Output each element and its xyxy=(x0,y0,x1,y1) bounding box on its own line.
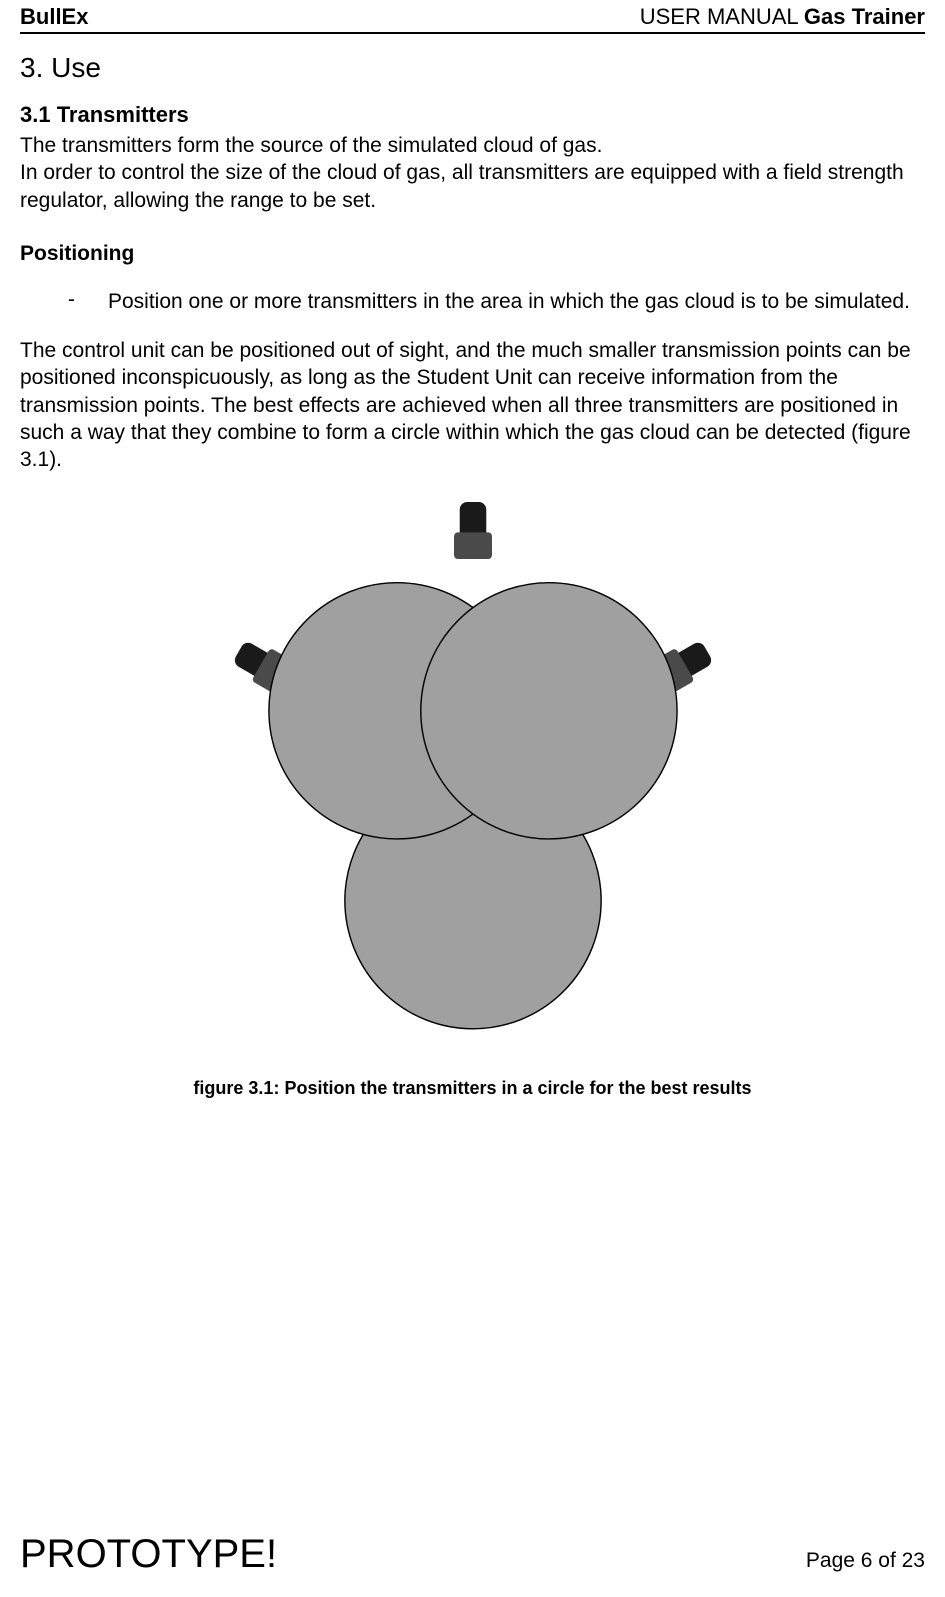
figure-container: figure 3.1: Position the transmitters in… xyxy=(20,502,925,1099)
bullet-text: Position one or more transmitters in the… xyxy=(108,288,910,315)
page-footer: PROTOTYPE! Page 6 of 23 xyxy=(20,1532,925,1577)
paragraph-1: The transmitters form the source of the … xyxy=(20,132,925,159)
bullet-dash: - xyxy=(68,288,108,315)
positioning-paragraph: The control unit can be positioned out o… xyxy=(20,337,925,473)
transmitter-top-icon xyxy=(454,502,492,559)
footer-prototype: PROTOTYPE! xyxy=(20,1532,277,1577)
manual-label: USER MANUAL xyxy=(640,4,804,29)
bullet-item: - Position one or more transmitters in t… xyxy=(68,288,925,315)
circle-right xyxy=(420,582,676,838)
figure-caption: figure 3.1: Position the transmitters in… xyxy=(193,1078,751,1099)
footer-page-number: Page 6 of 23 xyxy=(806,1549,925,1573)
header-right: USER MANUAL Gas Trainer xyxy=(640,4,925,30)
figure-diagram xyxy=(193,502,753,1062)
subsection-title: 3.1 Transmitters xyxy=(20,102,925,128)
positioning-heading: Positioning xyxy=(20,242,925,266)
page-header: BullEx USER MANUAL Gas Trainer xyxy=(20,0,925,34)
brand-name: BullEx xyxy=(20,4,88,30)
intro-paragraphs: The transmitters form the source of the … xyxy=(20,132,925,214)
section-title: 3. Use xyxy=(20,52,925,84)
product-name: Gas Trainer xyxy=(804,4,925,29)
paragraph-2: In order to control the size of the clou… xyxy=(20,159,925,214)
